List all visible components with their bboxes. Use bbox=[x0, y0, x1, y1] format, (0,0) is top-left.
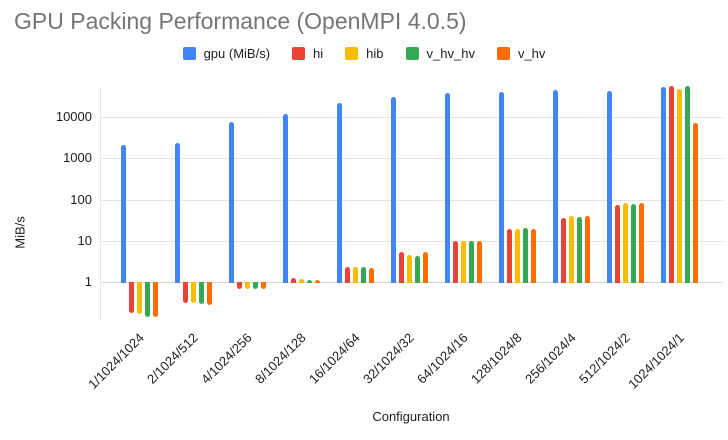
legend-item-v-hv[interactable]: v_hv bbox=[496, 46, 546, 61]
bar-v-hv-hv-256-1024-4[interactable] bbox=[577, 216, 582, 283]
bar-v-hv-64-1024-16[interactable] bbox=[477, 240, 482, 283]
bar-gpu-mib-s--4-1024-256[interactable] bbox=[229, 121, 234, 283]
bar-hi-1024-1024-1[interactable] bbox=[669, 86, 674, 283]
legend: gpu (MiB/s) hi hib v_hv_hv v_hv bbox=[0, 46, 728, 61]
bar-v-hv-hv-8-1024-128[interactable] bbox=[307, 279, 312, 283]
bar-v-hv-hv-1024-1024-1[interactable] bbox=[685, 85, 690, 283]
bar-v-hv-hv-4-1024-256[interactable] bbox=[253, 282, 258, 290]
x-tick-label-512-1024-2: 512/1024/2 bbox=[576, 330, 634, 387]
bar-hib-128-1024-8[interactable] bbox=[515, 229, 520, 283]
x-tick-label-64-1024-16: 64/1024/16 bbox=[414, 330, 472, 387]
gridline-10 bbox=[101, 240, 723, 242]
bar-hib-2-1024-512[interactable] bbox=[191, 282, 196, 303]
bar-gpu-mib-s--64-1024-16[interactable] bbox=[445, 92, 450, 283]
bar-v-hv-4-1024-256[interactable] bbox=[261, 282, 266, 290]
legend-item-hib[interactable]: hib bbox=[345, 46, 384, 61]
y-tick-label-100: 100 bbox=[70, 191, 92, 207]
bar-hib-64-1024-16[interactable] bbox=[461, 241, 466, 283]
bar-v-hv-hv-2-1024-512[interactable] bbox=[199, 282, 204, 305]
bar-hib-32-1024-32[interactable] bbox=[407, 254, 412, 283]
legend-label: hi bbox=[313, 46, 324, 61]
x-tick-label-2-1024-512: 2/1024/512 bbox=[144, 330, 202, 387]
bar-hib-1-1024-1024[interactable] bbox=[137, 282, 142, 314]
bar-v-hv-hv-128-1024-8[interactable] bbox=[523, 228, 528, 283]
x-tick-label-32-1024-32: 32/1024/32 bbox=[360, 330, 418, 387]
bar-v-hv-1-1024-1024[interactable] bbox=[153, 282, 158, 318]
bar-gpu-mib-s--1024-1024-1[interactable] bbox=[661, 87, 666, 283]
bar-gpu-mib-s--8-1024-128[interactable] bbox=[283, 114, 288, 283]
bar-hib-256-1024-4[interactable] bbox=[569, 215, 574, 283]
x-tick-label-8-1024-128: 8/1024/128 bbox=[252, 330, 310, 387]
bar-v-hv-32-1024-32[interactable] bbox=[423, 252, 428, 283]
bar-gpu-mib-s--128-1024-8[interactable] bbox=[499, 91, 504, 283]
bar-gpu-mib-s--256-1024-4[interactable] bbox=[553, 89, 558, 283]
legend-swatch bbox=[405, 47, 419, 60]
bar-hi-4-1024-256[interactable] bbox=[237, 282, 242, 289]
legend-item-v-hv-hv[interactable]: v_hv_hv bbox=[405, 46, 475, 61]
bar-hi-256-1024-4[interactable] bbox=[561, 217, 566, 283]
x-tick-label-256-1024-4: 256/1024/4 bbox=[522, 330, 580, 387]
gridline-1000 bbox=[101, 158, 723, 160]
bar-gpu-mib-s--16-1024-64[interactable] bbox=[337, 103, 342, 283]
bar-gpu-mib-s--512-1024-2[interactable] bbox=[607, 90, 612, 283]
bar-hi-512-1024-2[interactable] bbox=[615, 204, 620, 283]
gridline-1 bbox=[101, 282, 723, 283]
bar-v-hv-2-1024-512[interactable] bbox=[207, 282, 212, 305]
bar-v-hv-1024-1024-1[interactable] bbox=[693, 123, 698, 283]
x-axis-title: Configuration bbox=[372, 409, 450, 424]
bar-v-hv-512-1024-2[interactable] bbox=[639, 203, 644, 283]
plot-area bbox=[100, 85, 723, 320]
bar-hib-1024-1024-1[interactable] bbox=[677, 88, 682, 283]
y-tick-label-1000: 1000 bbox=[63, 150, 92, 166]
bar-v-hv-256-1024-4[interactable] bbox=[585, 215, 590, 283]
x-tick-label-4-1024-256: 4/1024/256 bbox=[198, 330, 256, 387]
bar-v-hv-8-1024-128[interactable] bbox=[315, 279, 320, 283]
x-tick-label-128-1024-8: 128/1024/8 bbox=[468, 330, 526, 387]
y-tick-label-10: 10 bbox=[77, 232, 92, 248]
bar-gpu-mib-s--2-1024-512[interactable] bbox=[175, 142, 180, 283]
legend-label: v_hv_hv bbox=[426, 46, 475, 61]
bar-v-hv-hv-64-1024-16[interactable] bbox=[469, 240, 474, 283]
legend-swatch bbox=[292, 47, 306, 60]
legend-swatch bbox=[182, 47, 196, 60]
bar-hi-16-1024-64[interactable] bbox=[345, 267, 350, 283]
bar-hi-8-1024-128[interactable] bbox=[291, 278, 296, 283]
legend-label: hib bbox=[366, 46, 384, 61]
bar-hi-128-1024-8[interactable] bbox=[507, 229, 512, 283]
legend-item-gpu-mib-s-[interactable]: gpu (MiB/s) bbox=[182, 46, 271, 61]
bar-hib-4-1024-256[interactable] bbox=[245, 282, 250, 290]
bar-gpu-mib-s--32-1024-32[interactable] bbox=[391, 96, 396, 283]
gridline-100 bbox=[101, 199, 723, 201]
bar-v-hv-16-1024-64[interactable] bbox=[369, 267, 374, 283]
x-tick-label-1024-1024-1: 1024/1024/1 bbox=[625, 330, 688, 392]
bar-v-hv-hv-16-1024-64[interactable] bbox=[361, 267, 366, 283]
legend-item-hi[interactable]: hi bbox=[292, 46, 323, 61]
legend-swatch bbox=[345, 47, 359, 60]
bar-v-hv-hv-32-1024-32[interactable] bbox=[415, 256, 420, 283]
legend-label: v_hv bbox=[517, 46, 546, 61]
bar-hib-16-1024-64[interactable] bbox=[353, 267, 358, 283]
chart-title: GPU Packing Performance (OpenMPI 4.0.5) bbox=[14, 8, 467, 34]
bar-gpu-mib-s--1-1024-1024[interactable] bbox=[121, 144, 126, 283]
y-tick-label-10000: 10000 bbox=[55, 109, 92, 124]
bar-v-hv-128-1024-8[interactable] bbox=[531, 229, 536, 283]
gridline-10000 bbox=[101, 117, 723, 118]
bar-hi-64-1024-16[interactable] bbox=[453, 240, 458, 283]
x-tick-label-1-1024-1024: 1/1024/1024 bbox=[85, 330, 148, 392]
bar-v-hv-hv-1-1024-1024[interactable] bbox=[145, 282, 150, 318]
bar-hi-32-1024-32[interactable] bbox=[399, 252, 404, 283]
y-tick-label-1: 1 bbox=[84, 274, 92, 289]
bar-hib-512-1024-2[interactable] bbox=[623, 203, 628, 283]
bar-hi-2-1024-512[interactable] bbox=[183, 282, 188, 303]
bar-hib-8-1024-128[interactable] bbox=[299, 279, 304, 283]
bar-v-hv-hv-512-1024-2[interactable] bbox=[631, 204, 636, 283]
x-tick-label-16-1024-64: 16/1024/64 bbox=[306, 330, 364, 387]
legend-swatch bbox=[496, 47, 510, 60]
bar-hi-1-1024-1024[interactable] bbox=[129, 282, 134, 313]
legend-label: gpu (MiB/s) bbox=[203, 46, 271, 61]
y-axis-title: MiB/s bbox=[12, 216, 28, 249]
